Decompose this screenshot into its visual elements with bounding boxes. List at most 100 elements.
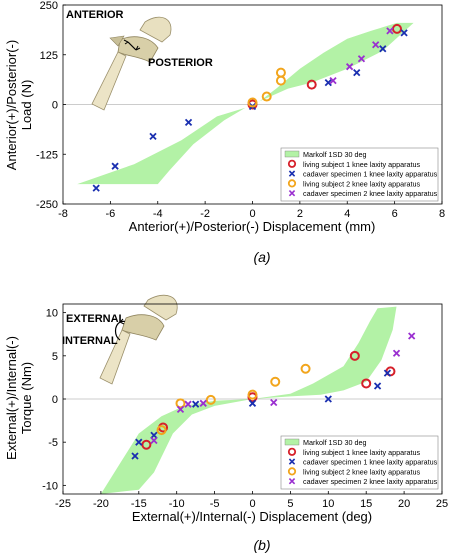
chart-b-point-series-1	[383, 369, 392, 377]
chart-a-y-tick-label: 250	[40, 0, 58, 12]
chart-b-band	[100, 306, 397, 494]
chart-b-point-series-1	[135, 438, 143, 446]
chart-a-legend-swatch-series-2	[287, 179, 297, 188]
chart-a-point-series-3	[345, 63, 354, 71]
chart-b-legend-label-band: Markolf 1SD 30 deg	[303, 438, 367, 447]
chart-b-x-ticks: -25 -20 -15 -10 -5 0 5 10 15 20 25	[55, 491, 448, 510]
chart-b-legend-swatch-series-3	[288, 478, 296, 485]
chart-b-y-tick-label: 5	[52, 351, 58, 363]
chart-a-legend-label-series-2: living subject 2 knee laxity apparatus	[303, 179, 420, 188]
chart-a-point-series-0	[306, 79, 317, 90]
chart-a-legend-swatch-series-0	[287, 159, 297, 168]
chart-b-point-series-1	[373, 382, 382, 390]
chart-a-point-series-3	[386, 27, 394, 35]
chart-a-point-series-1	[184, 118, 193, 127]
chart-b-point-series-2	[175, 398, 186, 409]
chart-b-point-series-0	[349, 350, 360, 361]
chart-a-y-axis-label-line1: Anterior(+)/Posterior(-)	[4, 40, 19, 170]
chart-b-x-tick-label: -15	[131, 498, 147, 510]
chart-b-point-series-3	[150, 436, 158, 445]
chart-b-x-tick-label: -20	[93, 498, 109, 510]
chart-a-legend-label-series-0: living subject 1 knee laxity apparatus	[303, 160, 420, 169]
chart-a-point-series-1	[324, 78, 332, 87]
chart-b-annotation-external: EXTERNAL	[66, 313, 126, 325]
chart-b-legend-swatch-series-2	[287, 467, 297, 476]
chart-a: ANTERIOR POSTERIOR -8 -6 -4 -2 0 2 4 6 8 -250 -12…	[4, 0, 445, 265]
chart-b-y-ticks: -10 -5 0 5 10	[42, 308, 66, 492]
chart-a-point-series-2	[247, 97, 258, 108]
chart-a-y-axis-label-line2: Load (N)	[19, 80, 34, 131]
chart-b-legend-swatch-series-0	[287, 447, 297, 456]
chart-a-x-tick-label: 4	[344, 208, 350, 220]
chart-b-x-tick-label: -10	[169, 498, 185, 510]
chart-a-point-series-1	[149, 132, 157, 140]
chart-a-point-series-1	[92, 184, 100, 192]
chart-b-point-series-0	[141, 439, 152, 450]
chart-a-point-series-1	[379, 45, 387, 53]
chart-b-y-tick-label: -5	[48, 437, 58, 449]
chart-a-y-tick-label: -250	[36, 199, 58, 211]
chart-a-point-series-3	[329, 76, 337, 85]
chart-a-legend-label-band: Markolf 1SD 30 deg	[303, 150, 367, 159]
chart-b-y-tick-label: 10	[46, 308, 58, 320]
chart-b-point-series-2	[270, 376, 281, 387]
chart-b-legend-label-series-3: cadaver specimen 2 knee laxity apparatus	[303, 477, 438, 486]
chart-b-legend-label-series-0: living subject 1 knee laxity apparatus	[303, 448, 420, 457]
chart-a-point-series-3	[357, 55, 366, 63]
chart-a-legend-label-series-3: cadaver specimen 2 knee laxity apparatus	[303, 189, 438, 198]
chart-a-knee-implant-image	[91, 16, 172, 111]
chart-b-points	[131, 332, 416, 460]
chart-b-legend-box	[280, 435, 439, 490]
chart-a-x-ticks: -8 -6 -4 -2 0 2 4 6 8	[58, 201, 445, 220]
chart-b-knee-implant-image	[99, 294, 178, 385]
chart-a-points	[92, 23, 408, 192]
chart-b-point-series-2	[247, 389, 258, 400]
chart-a-y-tick-label: 0	[52, 100, 58, 112]
chart-a-point-series-1	[111, 162, 119, 170]
chart-b-point-series-1	[248, 399, 257, 407]
chart-a-x-tick-label: 6	[392, 208, 398, 220]
chart-b-x-tick-label: -25	[55, 498, 71, 510]
chart-b-point-series-1	[324, 395, 332, 403]
chart-a-x-axis-label: Anterior(+)/Posterior(-) Displacement (m…	[129, 219, 376, 234]
chart-b-point-series-2	[300, 363, 311, 374]
panel-label-a: (a)	[253, 249, 270, 265]
chart-a-x-tick-label: 0	[249, 208, 255, 220]
chart-b-x-tick-label: -5	[210, 498, 220, 510]
chart-b-point-series-2	[156, 425, 167, 436]
chart-b-x-tick-label: 20	[398, 498, 410, 510]
chart-b-legend-label-series-1: cadaver specimen 1 knee laxity apparatus	[303, 458, 438, 467]
chart-b-point-series-3	[176, 405, 185, 414]
chart-b-point-series-3	[408, 332, 416, 340]
chart-b-x-axis-label: External(+)/Internal(-) Displacement (de…	[132, 509, 372, 524]
chart-b-x-tick-label: 15	[360, 498, 372, 510]
chart-b-legend-swatch-series-1	[288, 458, 296, 465]
chart-a-x-tick-label: -6	[105, 208, 115, 220]
chart-b: EXTERNAL INTERNAL -25 -20 -15 -10 -5 0 5 10 15 20…	[4, 294, 448, 553]
chart-b-y-axis-label-line1: External(+)/Internal(-)	[4, 336, 19, 460]
chart-a-x-tick-label: 2	[297, 208, 303, 220]
chart-b-annotation-internal: INTERNAL	[62, 335, 118, 347]
panel-label-b: (b)	[253, 537, 270, 553]
chart-b-legend-label-series-2: living subject 2 knee laxity apparatus	[303, 467, 420, 476]
chart-b-point-series-0	[361, 378, 372, 389]
chart-b-x-tick-label: 25	[436, 498, 448, 510]
chart-a-point-series-2	[275, 67, 286, 78]
chart-a-y-ticks: -250 -125 0 125 250	[36, 0, 66, 211]
chart-b-x-tick-label: 10	[322, 498, 334, 510]
chart-b-legend-swatch-band	[284, 438, 300, 446]
chart-b-point-series-3	[392, 349, 401, 357]
chart-a-x-tick-label: -4	[153, 208, 163, 220]
chart-b-point-series-3	[270, 398, 278, 407]
chart-b-point-series-1	[192, 400, 200, 408]
chart-a-x-tick-label: 8	[439, 208, 445, 220]
chart-a-legend-swatch-series-3	[288, 190, 296, 197]
chart-a-legend-box	[280, 147, 439, 202]
chart-b-point-series-1	[131, 452, 139, 460]
chart-a-y-tick-label: -125	[36, 149, 58, 161]
chart-a-x-tick-label: -8	[58, 208, 68, 220]
chart-b-x-tick-label: 5	[287, 498, 293, 510]
chart-b-y-axis-label-line2: Torque (Nm)	[19, 362, 34, 434]
chart-b-x-tick-label: 0	[249, 498, 255, 510]
